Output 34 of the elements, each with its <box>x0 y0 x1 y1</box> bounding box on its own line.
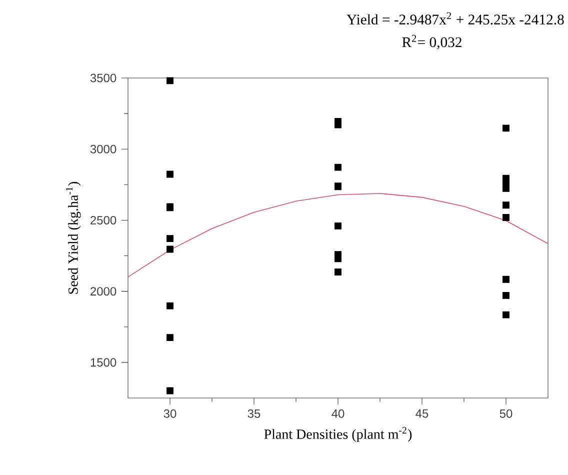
point <box>502 292 510 299</box>
point <box>334 164 342 171</box>
y-axis-title: Seed Yield (kg.ha$^{-1}$) <box>66 182 81 294</box>
point <box>166 246 174 253</box>
y-tick-label: 3500 <box>90 74 116 82</box>
x-tick-label: 30 <box>164 409 176 418</box>
text: R$^{2}$= 0,032 <box>402 34 462 50</box>
x-tick-label: 50 <box>500 409 512 418</box>
point <box>166 170 174 178</box>
x-tick-label: 40 <box>332 409 344 418</box>
line-series <box>128 193 548 278</box>
y-tick-label: 3000 <box>90 144 116 154</box>
point <box>502 202 510 209</box>
point <box>166 235 174 242</box>
point <box>502 311 510 318</box>
point <box>166 334 174 342</box>
point <box>334 268 342 276</box>
point <box>334 121 342 128</box>
point <box>502 184 510 192</box>
x-axis-title: Plant Densities (plant m$^{-2}$) <box>264 427 412 442</box>
x-tick-label: 35 <box>248 409 260 418</box>
x-tick-label: 45 <box>416 409 428 418</box>
point <box>166 77 174 84</box>
point <box>502 276 510 283</box>
point <box>334 255 342 262</box>
y-tick-label: 2000 <box>90 287 116 296</box>
point <box>502 124 510 132</box>
text: Yield = -2.9487x$^{2}$ + 245.25x -2412.8 <box>346 12 564 25</box>
point <box>166 387 174 394</box>
y-tick-label: 1500 <box>90 358 116 367</box>
y-tick-label: 2500 <box>90 216 116 224</box>
point <box>502 214 510 221</box>
point <box>334 222 342 230</box>
point <box>166 302 174 310</box>
